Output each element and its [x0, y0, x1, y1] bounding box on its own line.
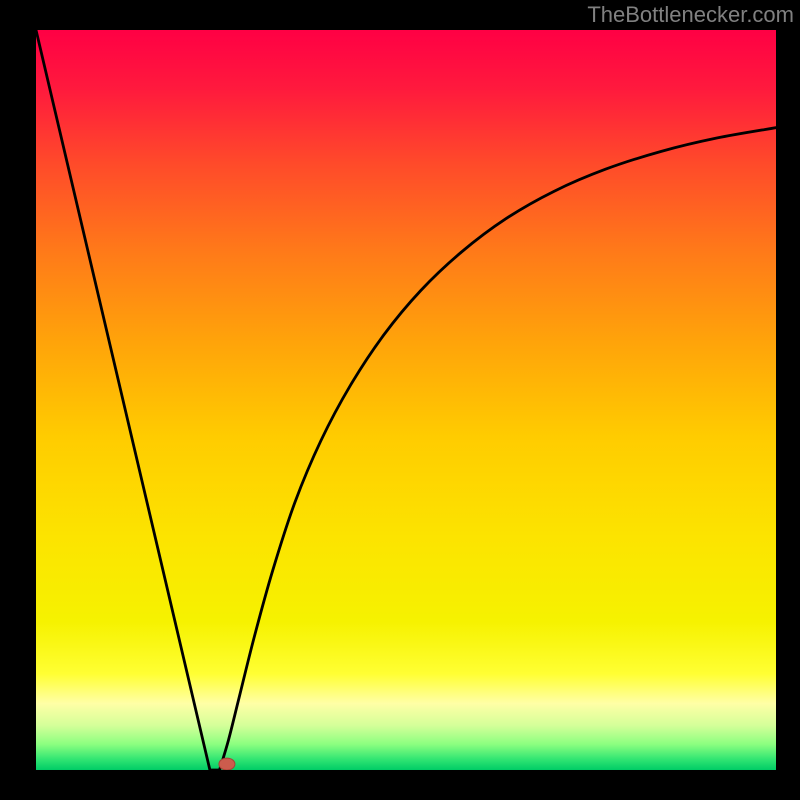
optimal-point-marker	[219, 758, 235, 770]
chart-container: TheBottlenecker.com	[0, 0, 800, 800]
watermark-text: TheBottlenecker.com	[587, 2, 794, 28]
plot-svg	[36, 30, 776, 770]
plot-area	[36, 30, 776, 770]
gradient-background	[36, 30, 776, 770]
